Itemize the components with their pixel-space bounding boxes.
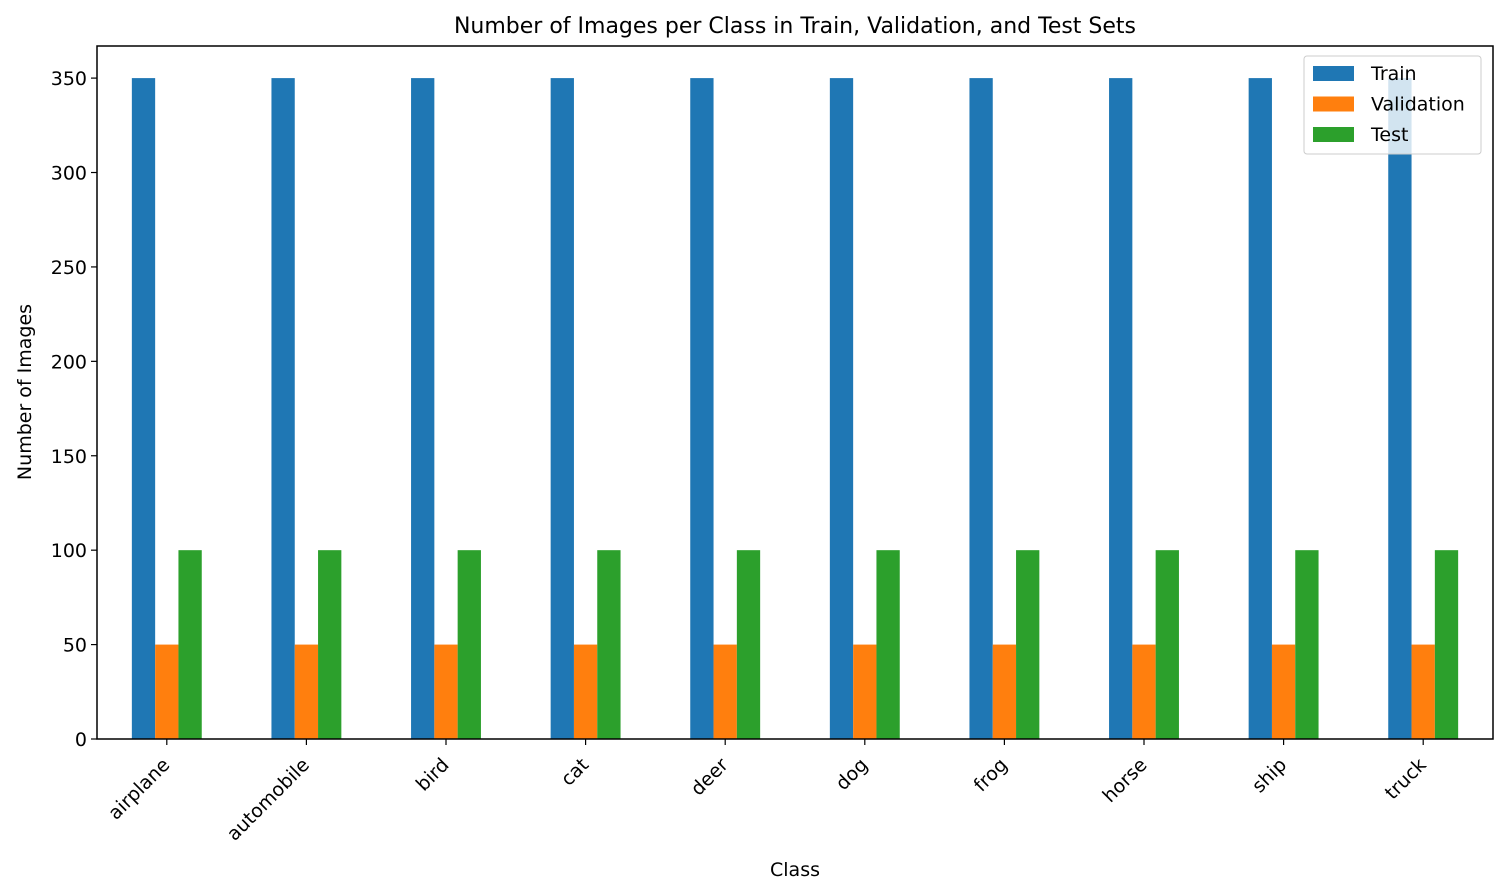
legend: Train Validation Test xyxy=(1303,55,1482,155)
bar-test-airplane xyxy=(178,550,202,739)
legend-swatch-train xyxy=(1313,66,1354,81)
legend-swatch-validation xyxy=(1313,96,1354,112)
bar-train-horse xyxy=(1109,78,1133,739)
bar-validation-dog xyxy=(853,644,877,739)
bar-test-truck xyxy=(1434,550,1459,739)
x-tick-label: automobile xyxy=(223,754,314,845)
bar-train-cat xyxy=(550,78,574,739)
x-tick-label: dog xyxy=(832,754,873,795)
y-tick-label: 0 xyxy=(75,729,87,751)
bar-validation-deer xyxy=(713,644,737,739)
y-tick-label: 150 xyxy=(51,446,87,468)
x-tick-label: bird xyxy=(412,754,454,796)
y-tick-label: 50 xyxy=(63,635,87,657)
plot-area xyxy=(131,78,1459,739)
legend-swatch-test xyxy=(1313,127,1354,142)
x-tick-label: cat xyxy=(557,754,593,790)
bar-validation-frog xyxy=(992,644,1017,739)
legend-label-train: Train xyxy=(1370,63,1417,85)
bar-test-dog xyxy=(876,550,900,739)
bar-train-bird xyxy=(411,78,435,739)
y-tick-label: 200 xyxy=(51,351,87,373)
bar-train-frog xyxy=(969,78,993,739)
bar-validation-cat xyxy=(573,644,598,739)
bar-test-bird xyxy=(457,550,481,739)
x-tick-label: horse xyxy=(1098,754,1151,807)
y-tick-label: 300 xyxy=(51,163,87,185)
x-tick-label: ship xyxy=(1248,754,1291,797)
x-axis-label: Class xyxy=(770,859,820,881)
bar-train-deer xyxy=(690,78,714,739)
x-axis: airplane automobile bird cat deer dog frog hors… xyxy=(104,739,1431,845)
y-axis: 0 50 100 150 200 250 300 350 xyxy=(51,68,97,751)
bar-test-horse xyxy=(1155,550,1179,739)
legend-label-validation: Validation xyxy=(1371,94,1465,116)
x-tick-label: deer xyxy=(687,754,733,800)
x-tick-label: truck xyxy=(1381,754,1431,804)
chart-title: Number of Images per Class in Train, Val… xyxy=(454,14,1136,39)
bar-validation-ship xyxy=(1271,644,1296,739)
bar-train-airplane xyxy=(131,78,156,739)
x-tick-label: frog xyxy=(970,754,1012,796)
axes-frame xyxy=(96,45,1494,740)
y-tick-label: 350 xyxy=(51,68,87,90)
bar-validation-automobile xyxy=(294,644,319,739)
bar-test-ship xyxy=(1295,550,1319,739)
bar-train-automobile xyxy=(271,78,295,739)
bar-train-truck xyxy=(1388,78,1412,739)
bar-validation-horse xyxy=(1132,644,1156,739)
y-tick-label: 100 xyxy=(51,540,87,562)
bar-test-cat xyxy=(597,550,621,739)
y-axis-label: Number of Images xyxy=(14,304,36,480)
bar-train-dog xyxy=(829,78,854,739)
bar-train-ship xyxy=(1248,78,1272,739)
x-tick-label: airplane xyxy=(104,754,174,824)
bar-test-frog xyxy=(1016,550,1040,739)
bar-test-deer xyxy=(736,550,761,739)
legend-label-test: Test xyxy=(1370,124,1408,146)
bar-validation-bird xyxy=(434,644,458,739)
y-tick-label: 250 xyxy=(51,257,87,279)
bar-test-automobile xyxy=(318,550,342,739)
bar-validation-airplane xyxy=(155,644,179,739)
bar-validation-truck xyxy=(1411,644,1435,739)
